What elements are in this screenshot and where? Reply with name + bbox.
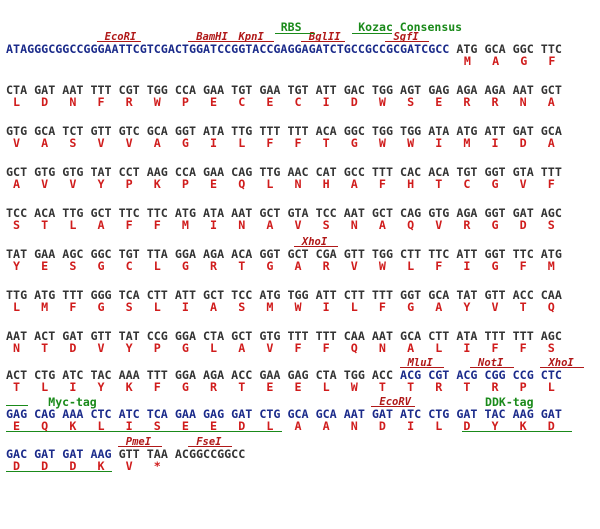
annotation-line <box>188 41 233 42</box>
annotation-line <box>6 405 28 406</box>
amino-acids: T L I Y K F G R T E E L W T T R T R P L <box>13 380 555 394</box>
restriction-site: EcoRV <box>379 396 411 408</box>
annotation-line <box>6 471 112 472</box>
annotation-line <box>385 41 430 42</box>
dna-sequence: AAT ACT GAT GTT TAT CCG GGA CTA GCT GTG … <box>6 329 562 343</box>
amino-acids: D D D K V * <box>13 459 161 473</box>
amino-acids: N T D V Y P G L A V F F Q N A L I F F S <box>13 341 555 355</box>
dna-sequence: CTA GAT AAT TTT CGT TGG CCA GAA TGT GAA … <box>6 83 562 97</box>
amino-acids: A V V Y P K P E Q L N H A F H T C G V F <box>13 177 555 191</box>
restriction-site: PmeI <box>125 436 152 448</box>
amino-acids: L D N F R W P E C E C I D W S E R R N A <box>13 95 555 109</box>
feature-label: Kozac Consensus <box>358 20 463 34</box>
amino-acids: V A S V V A G I L F F T G W W I M I D A <box>13 136 555 150</box>
annotation-line <box>462 431 572 432</box>
amino-acids: Y E S G C L G R T G A R V W L F I G F M <box>13 259 555 273</box>
annotation-line <box>470 367 514 368</box>
restriction-site: SgfI <box>393 31 419 43</box>
annotation-line <box>96 41 141 42</box>
annotation-line <box>230 41 275 42</box>
annotation-line <box>352 33 393 34</box>
annotation-line <box>300 41 345 42</box>
annotation-line <box>399 367 444 368</box>
feature-label: RBS <box>280 20 302 34</box>
restriction-site: BamHI <box>196 31 228 43</box>
restriction-site: MluI <box>407 357 433 369</box>
restriction-site: EcoRI <box>104 31 137 43</box>
annotation-line <box>371 406 416 407</box>
dna-sequence: TAT GAA AGC GGC TGT TTA GGA AGA ACA GGT … <box>6 247 562 261</box>
restriction-site: NotI <box>478 357 504 369</box>
dna-sequence: TCC ACA TTG GCT TTC TTC ATG ATA AAT GCT … <box>6 206 562 220</box>
annotation-line <box>188 446 233 447</box>
annotation-line <box>293 246 338 247</box>
dna-sequence: TTG ATG TTT GGG TCA CTT ATT GCT TCC ATG … <box>6 288 562 302</box>
dna-sequence: GAG CAG AAA CTC ATC TCA GAA GAG GAT CTG … <box>6 407 562 421</box>
amino-acids: E Q K L I S E E D L A A N D I L D Y K D <box>13 419 555 433</box>
annotation-line <box>6 431 282 432</box>
amino-acids: L M F G S L I A S M W I L F G A Y V T Q <box>13 300 555 314</box>
dna-sequence: ATAGGGCGGCCGGGAATTCGTCGACTGGATCCGGTACCGA… <box>6 42 562 56</box>
dna-sequence: ACT CTG ATC TAC AAA TTT GGA AGA ACC GAA … <box>6 368 562 382</box>
restriction-site: XhoI <box>301 236 328 248</box>
feature-label: Myc-tag <box>48 395 97 409</box>
restriction-site: BglII <box>308 31 341 43</box>
dna-sequence: GCT GTG GTG TAT CCT AAG CCA GAA CAG TTG … <box>6 165 562 179</box>
dna-sequence: GAC GAT GAT AAG GTT TAA ACGGCCGGCC <box>6 447 246 461</box>
amino-acids: M A G F <box>463 54 556 68</box>
dna-sequence: GTG GCA TCT GTT GTC GCA GGT ATA TTG TTT … <box>6 124 562 138</box>
annotation-line <box>274 33 315 34</box>
restriction-site: FseI <box>196 436 222 448</box>
restriction-site: XhoI <box>548 357 574 369</box>
feature-label: DDK-tag <box>485 395 534 409</box>
restriction-site: KpnI <box>238 31 264 43</box>
annotation-line <box>117 446 162 447</box>
amino-acids: S T L A F F M I N A V S N A Q V R G D S <box>13 218 555 232</box>
annotation-line <box>540 367 585 368</box>
